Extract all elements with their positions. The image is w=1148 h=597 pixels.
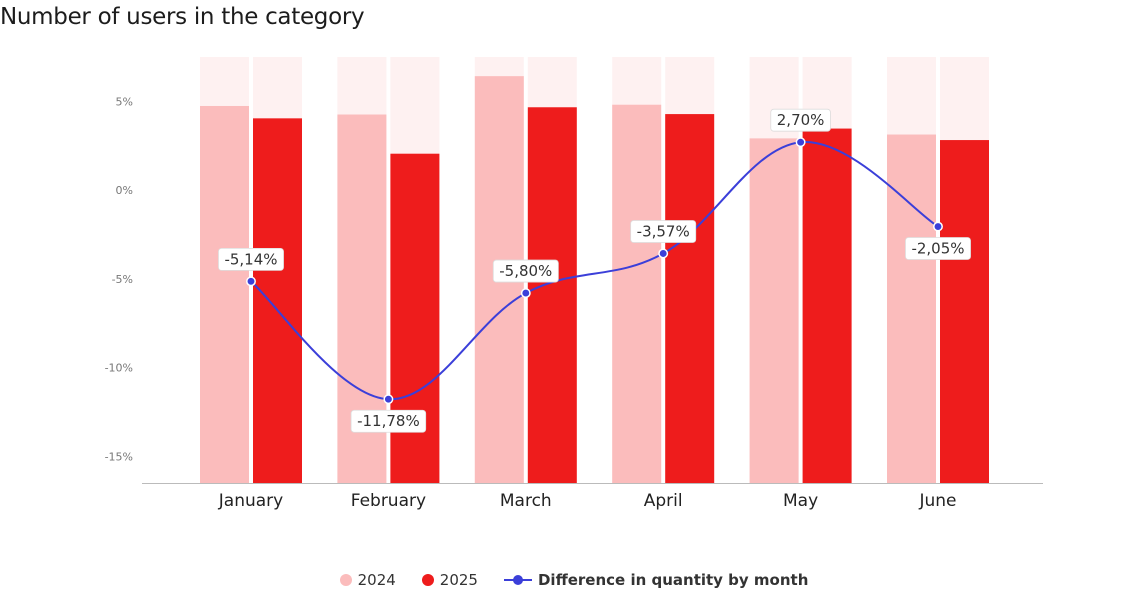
x-axis-ticks: January February March April May June: [218, 491, 957, 511]
difference-point-january[interactable]: [246, 276, 256, 287]
chart: 5% 0% -5% -10% -15% January February March Apri…: [105, 57, 1043, 511]
difference-line: [246, 137, 943, 405]
data-label-february: -11,78%: [350, 409, 427, 433]
legend-label-2025: 2025: [439, 571, 478, 589]
x-tick-january: January: [218, 491, 283, 511]
data-label-box: [350, 409, 427, 433]
legend-label-2024: 2024: [357, 571, 396, 589]
bar-january-2025[interactable]: [253, 118, 302, 484]
data-label-text: -11,78%: [357, 412, 420, 430]
legend-swatch-2025: [421, 574, 434, 586]
y-tick-3: -10%: [105, 362, 133, 375]
difference-point-april[interactable]: [658, 248, 669, 259]
bar-february-2025[interactable]: [390, 153, 440, 483]
bar-april-2024[interactable]: [612, 104, 662, 483]
data-label-may: 2,70%: [770, 108, 831, 132]
data-label-text: -2,05%: [911, 240, 964, 258]
difference-line-path: [250, 141, 939, 401]
y-tick-4: -15%: [105, 450, 133, 463]
x-tick-may: May: [783, 491, 818, 511]
x-tick-february: February: [351, 491, 426, 511]
difference-point-february[interactable]: [383, 394, 394, 405]
x-tick-april: April: [644, 491, 683, 511]
data-label-box: [492, 259, 559, 283]
background-bars: [200, 57, 989, 483]
data-label-april: -3,57%: [630, 220, 697, 243]
legend-item-2024[interactable]: 2024: [339, 571, 396, 589]
bar-march-2025[interactable]: [527, 107, 577, 483]
legend: 2024 2025 Difference in quantity by mont…: [0, 571, 1148, 589]
bar-june-2024[interactable]: [887, 134, 936, 484]
bars: [200, 76, 989, 484]
legend-item-2025[interactable]: 2025: [421, 571, 478, 589]
data-label-text: -5,80%: [499, 262, 552, 280]
legend-label-difference: Difference in quantity by month: [537, 571, 809, 589]
x-tick-june: June: [918, 491, 956, 511]
bar-april-2025[interactable]: [665, 114, 715, 484]
y-axis-ticks: 5% 0% -5% -10% -15%: [105, 95, 133, 463]
legend-item-difference[interactable]: Difference in quantity by month: [503, 571, 809, 589]
bar-may-2025[interactable]: [802, 128, 852, 483]
data-label-january: -5,14%: [218, 247, 284, 271]
data-label-box: [630, 220, 697, 243]
data-labels: -5,14% -11,78% -5,80% -3,57% 2,70% -2,05%: [218, 108, 971, 433]
y-tick-2: -5%: [112, 273, 133, 286]
data-label-box: [770, 108, 831, 132]
y-tick-1: 0%: [116, 184, 133, 197]
data-label-june: -2,05%: [905, 237, 971, 260]
data-label-text: -5,14%: [224, 250, 277, 268]
x-tick-march: March: [500, 491, 552, 511]
data-label-text: -3,57%: [637, 222, 690, 240]
legend-swatch-difference: [503, 574, 532, 586]
chart-title: Number of users in the category: [0, 4, 365, 30]
bar-may-2024[interactable]: [749, 138, 799, 483]
bar-june-2025[interactable]: [940, 140, 989, 483]
data-label-box: [905, 237, 971, 260]
data-label-box: [218, 247, 284, 271]
bar-january-2024[interactable]: [200, 105, 249, 484]
difference-point-june[interactable]: [933, 221, 943, 232]
difference-point-march[interactable]: [520, 288, 531, 299]
y-tick-0: 5%: [116, 95, 133, 108]
legend-swatch-2024: [339, 574, 352, 586]
data-label-march: -5,80%: [492, 259, 559, 283]
difference-point-may[interactable]: [795, 137, 806, 148]
data-label-text: 2,70%: [777, 111, 825, 129]
